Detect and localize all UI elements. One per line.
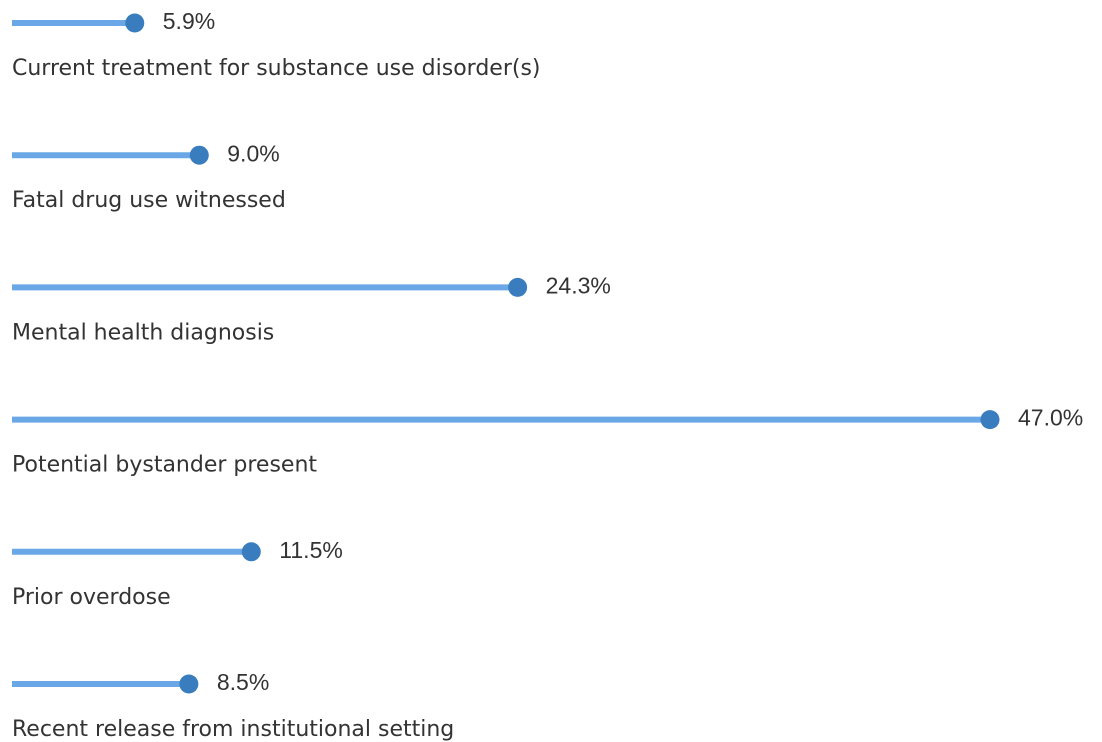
dot xyxy=(125,13,145,33)
category-label: Mental health diagnosis xyxy=(12,320,274,345)
dot xyxy=(980,410,1000,430)
value-label: 9.0% xyxy=(227,140,279,166)
category-label: Current treatment for substance use diso… xyxy=(12,56,541,81)
category-label: Prior overdose xyxy=(12,585,171,610)
value-label: 8.5% xyxy=(217,669,269,695)
dot xyxy=(179,674,199,694)
value-label: 47.0% xyxy=(1018,405,1083,431)
category-label: Recent release from institutional settin… xyxy=(12,717,454,742)
dot xyxy=(241,542,261,562)
value-label: 24.3% xyxy=(546,272,611,298)
dot xyxy=(508,277,528,297)
category-label: Potential bystander present xyxy=(12,453,317,478)
value-label: 5.9% xyxy=(163,8,215,34)
value-label: 11.5% xyxy=(279,537,343,563)
dot xyxy=(189,145,209,165)
category-label: Fatal drug use witnessed xyxy=(12,188,286,213)
